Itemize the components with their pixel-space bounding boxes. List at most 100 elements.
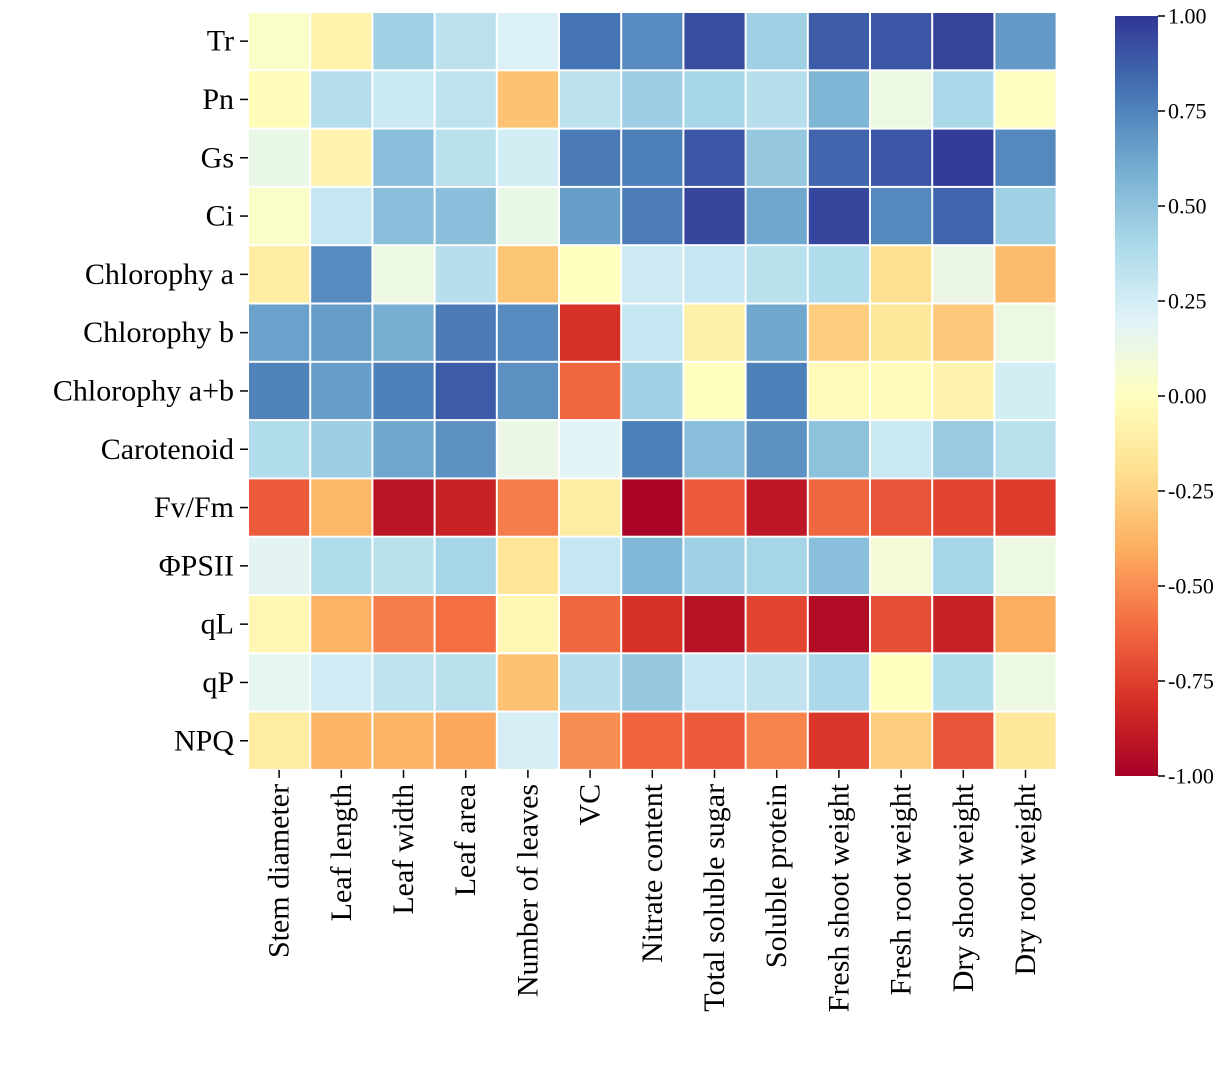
heatmap-cell: [746, 537, 807, 594]
heatmap-cell: [560, 71, 621, 128]
heatmap-cell: [871, 479, 932, 536]
column-labels: Stem diameter Leaf length Leaf width Leaf a…: [263, 769, 1042, 1012]
heatmap-cell: [311, 537, 372, 594]
heatmap-cell: [808, 187, 869, 245]
heatmap-cell: [249, 537, 310, 594]
heatmap-cell: [746, 304, 807, 361]
heatmap-cell: [435, 421, 496, 478]
heatmap-cell: [560, 246, 621, 303]
row-label: Chlorophy a+b: [53, 374, 234, 407]
colorbar-tick-label: -0.75: [1168, 669, 1214, 694]
heatmap-cell: [871, 187, 932, 245]
heatmap-cell: [622, 362, 683, 420]
heatmap-cell: [373, 712, 434, 769]
heatmap-cells: [249, 13, 1056, 769]
colorbar-tick-label: 0.00: [1168, 384, 1207, 409]
heatmap-cell: [622, 13, 683, 70]
heatmap-cell: [995, 712, 1056, 769]
heatmap-cell: [373, 13, 434, 70]
heatmap-cell: [435, 187, 496, 245]
heatmap-cell: [560, 362, 621, 420]
heatmap-cell: [684, 13, 745, 70]
heatmap-cell: [684, 479, 745, 536]
heatmap-cell: [871, 71, 932, 128]
heatmap-cell: [560, 13, 621, 70]
heatmap-cell: [497, 596, 558, 653]
heatmap-cell: [497, 537, 558, 594]
heatmap-cell: [995, 129, 1056, 186]
heatmap-cell: [684, 362, 745, 420]
heatmap-cell: [560, 654, 621, 711]
row-label: Fv/Fm: [154, 491, 234, 524]
heatmap-cell: [622, 71, 683, 128]
row-label: NPQ: [174, 724, 234, 757]
row-label: Ci: [206, 200, 234, 233]
colorbar-tick-label: -1.00: [1168, 764, 1214, 789]
heatmap-cell: [249, 187, 310, 245]
heatmap-cell: [995, 362, 1056, 420]
heatmap-cell: [622, 596, 683, 653]
heatmap-cell: [373, 479, 434, 536]
heatmap-cell: [933, 129, 994, 186]
colorbar: 1.00 0.75 0.50 0.25 0.00 -0.25 -0.50 -0.75 -1.00: [1115, 4, 1214, 789]
column-label: Fresh root weight: [885, 783, 918, 995]
heatmap-cell: [684, 129, 745, 186]
heatmap-cell: [249, 362, 310, 420]
column-label: Stem diameter: [263, 784, 296, 958]
heatmap-cell: [249, 712, 310, 769]
heatmap-cell: [746, 246, 807, 303]
colorbar-gradient: [1115, 16, 1158, 776]
heatmap-cell: [684, 654, 745, 711]
heatmap-cell: [311, 13, 372, 70]
heatmap-cell: [808, 129, 869, 186]
heatmap-cell: [933, 362, 994, 420]
heatmap-cell: [684, 421, 745, 478]
heatmap-cell: [311, 712, 372, 769]
heatmap-cell: [808, 71, 869, 128]
heatmap-cell: [684, 596, 745, 653]
heatmap-cell: [746, 479, 807, 536]
heatmap-cell: [808, 246, 869, 303]
heatmap-cell: [871, 13, 932, 70]
heatmap-cell: [871, 537, 932, 594]
heatmap-cell: [497, 712, 558, 769]
heatmap-cell: [933, 246, 994, 303]
heatmap-cell: [746, 712, 807, 769]
heatmap-cell: [497, 71, 558, 128]
heatmap-cell: [249, 421, 310, 478]
heatmap-cell: [497, 187, 558, 245]
heatmap-cell: [497, 362, 558, 420]
heatmap-cell: [684, 187, 745, 245]
heatmap-cell: [249, 129, 310, 186]
row-label: Chlorophy b: [83, 316, 234, 349]
heatmap-cell: [746, 421, 807, 478]
row-label: ΦPSII: [159, 549, 234, 582]
heatmap-cell: [871, 246, 932, 303]
heatmap-cell: [622, 129, 683, 186]
heatmap-cell: [933, 421, 994, 478]
heatmap-cell: [871, 712, 932, 769]
heatmap-cell: [311, 304, 372, 361]
heatmap-cell: [497, 421, 558, 478]
heatmap-cell: [311, 246, 372, 303]
heatmap-cell: [560, 187, 621, 245]
column-label: Dry shoot weight: [947, 783, 980, 992]
heatmap-cell: [746, 187, 807, 245]
heatmap-cell: [622, 421, 683, 478]
heatmap-cell: [373, 71, 434, 128]
heatmap-cell: [746, 596, 807, 653]
column-label: Leaf length: [325, 784, 358, 921]
heatmap-cell: [435, 362, 496, 420]
heatmap-cell: [373, 129, 434, 186]
heatmap-cell: [373, 246, 434, 303]
heatmap-cell: [808, 13, 869, 70]
row-label: Chlorophy a: [85, 258, 234, 291]
heatmap-cell: [995, 421, 1056, 478]
heatmap-cell: [560, 421, 621, 478]
heatmap-cell: [249, 246, 310, 303]
heatmap-cell: [871, 362, 932, 420]
colorbar-tick-label: -0.25: [1168, 479, 1214, 504]
heatmap-cell: [497, 304, 558, 361]
heatmap-cell: [995, 71, 1056, 128]
column-label: Fresh shoot weight: [822, 783, 855, 1012]
